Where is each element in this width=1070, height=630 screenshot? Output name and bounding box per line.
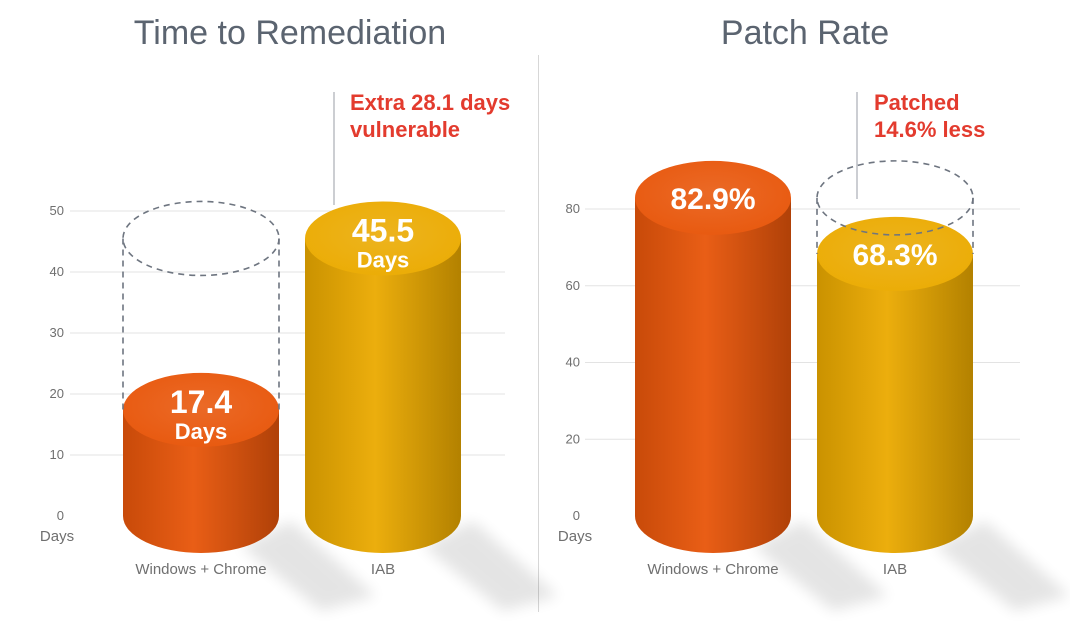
ghost-top xyxy=(122,200,280,277)
annotation-line: 14.6% less xyxy=(874,117,986,142)
y-tick-label: 20 xyxy=(566,431,580,446)
bar-windows-chrome: 82.9% xyxy=(635,160,888,611)
y-tick-label: 50 xyxy=(50,203,64,218)
bar-body xyxy=(305,238,461,553)
bar-shadow xyxy=(935,521,1070,611)
chart-title-time-to-remediation: Time to Remediation xyxy=(133,14,447,52)
bar-shadow xyxy=(241,521,376,611)
bar-body xyxy=(817,253,973,553)
panel-divider xyxy=(538,55,539,612)
y-axis-unit-label: Days xyxy=(558,528,592,545)
chart-title-patch-rate: Patch Rate xyxy=(720,14,890,52)
x-category-label: Windows + Chrome xyxy=(135,561,266,578)
annotation-patched-less: Patched 14.6% less xyxy=(874,89,985,143)
y-tick-label: 0 xyxy=(57,508,64,523)
annotation-line: Patched xyxy=(874,90,960,115)
x-category-label: Windows + Chrome xyxy=(647,561,778,578)
y-tick-label: 20 xyxy=(50,386,64,401)
bar-value-label: 68.3% xyxy=(852,239,937,272)
y-axis-unit-label: Days xyxy=(40,528,74,545)
y-tick-label: 40 xyxy=(566,355,580,370)
bar-top xyxy=(123,372,279,447)
y-tick-label: 40 xyxy=(50,264,64,279)
x-category-label: IAB xyxy=(883,561,907,578)
y-tick-label: 80 xyxy=(566,201,580,216)
bar-top xyxy=(817,216,973,291)
bar-body xyxy=(123,409,279,553)
ghost-cylinder xyxy=(816,160,974,254)
bar-value-label: 82.9% xyxy=(670,183,755,216)
y-tick-label: 30 xyxy=(50,325,64,340)
ghost-cylinder xyxy=(122,200,280,410)
bar-value-label: Days xyxy=(357,247,410,272)
annotation-extra-days: Extra 28.1 days vulnerable xyxy=(350,89,510,143)
bar-shadow xyxy=(423,521,558,611)
chart-panel-1: 0 20 40 60 80 Days 82.9% Windows + Chrome 68.3% I… xyxy=(558,92,1070,611)
x-category-label: IAB xyxy=(371,561,395,578)
y-tick-label: 10 xyxy=(50,447,64,462)
bar-value-label: 17.4 xyxy=(170,384,232,420)
bar-shadow xyxy=(753,521,888,611)
bar-iab: 68.3% xyxy=(817,216,1070,611)
annotation-line: vulnerable xyxy=(350,117,461,142)
annotation-line: Extra 28.1 days xyxy=(350,90,511,115)
bar-top xyxy=(305,201,461,276)
bar-value-label: 45.5 xyxy=(352,212,414,248)
bar-top xyxy=(635,160,791,235)
y-tick-label: 0 xyxy=(573,508,580,523)
bar-body xyxy=(635,197,791,553)
y-tick-label: 60 xyxy=(566,278,580,293)
bar-value-label: Days xyxy=(175,419,228,444)
